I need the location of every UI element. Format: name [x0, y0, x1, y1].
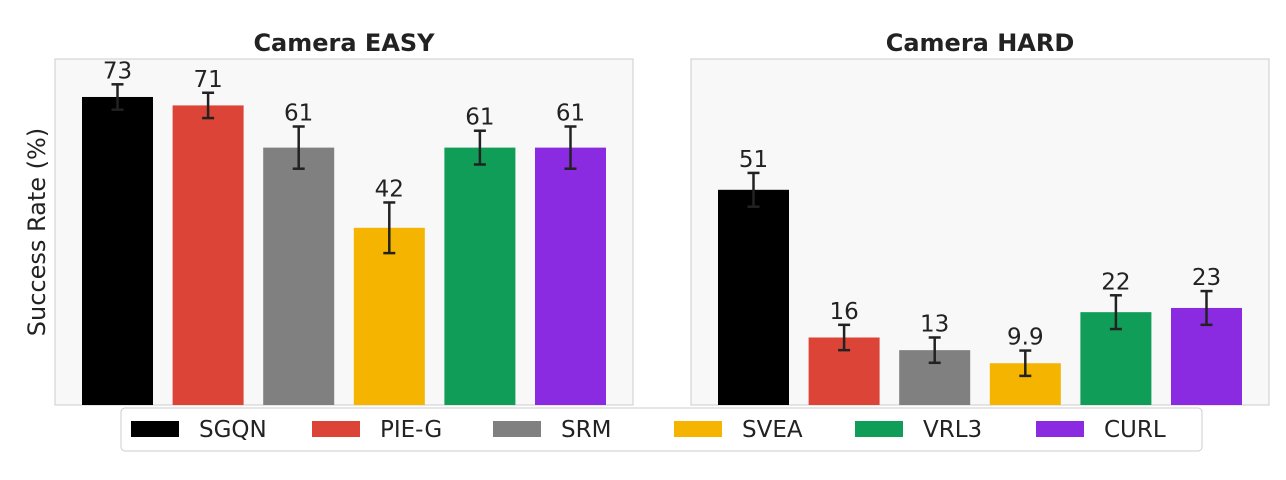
panel-title: Camera EASY [253, 29, 435, 57]
legend-entry-srm: SRM [493, 417, 611, 443]
legend-label: SVEA [742, 417, 803, 443]
error-bar-svea [383, 201, 396, 255]
value-label-svea: 42 [375, 176, 404, 202]
bar-sgqn [82, 96, 153, 405]
legend-swatch [674, 421, 722, 437]
bar-marks: 51 16 13 9.9 22 23 [718, 147, 1242, 405]
bar-vrl3 [444, 147, 516, 406]
legend-swatch [1036, 421, 1084, 437]
error-bar-curl [1200, 289, 1213, 327]
bar-pie-g [172, 105, 244, 405]
bar-sgqn [718, 189, 789, 405]
panel-title: Camera HARD [886, 29, 1075, 57]
legend-frame [120, 407, 1203, 452]
error-bar-srm [292, 125, 305, 170]
value-label-pie-g: 71 [193, 67, 222, 93]
legend-entry-svea: SVEA [674, 417, 803, 443]
legend-entry-curl: CURL [1036, 417, 1166, 443]
error-bar-pie-g [838, 323, 851, 352]
error-bar-srm [928, 336, 941, 365]
legend-swatch [131, 421, 179, 437]
y-axis-label: Success Rate (%) [23, 128, 51, 336]
value-label-svea: 9.9 [1007, 325, 1044, 351]
error-bar-svea [1019, 349, 1032, 378]
legend-swatch [855, 421, 903, 437]
value-label-sgqn: 51 [739, 147, 768, 173]
legend-label: VRL3 [923, 417, 982, 443]
legend-label: SRM [561, 417, 611, 443]
legend-entry-vrl3: VRL3 [855, 417, 982, 443]
error-bar-sgqn [747, 171, 760, 208]
value-label-srm: 61 [284, 101, 313, 127]
legend-label: PIE-G [380, 417, 442, 443]
bar-marks: 73 71 61 42 61 61 [82, 58, 606, 406]
legend-entry-pie-g: PIE-G [312, 417, 442, 443]
value-label-sgqn: 73 [103, 58, 132, 84]
bar-srm [263, 147, 335, 406]
bar-svea [353, 227, 425, 405]
error-bar-vrl3 [473, 129, 486, 166]
value-label-curl: 61 [556, 101, 585, 127]
legend-swatch [493, 421, 541, 437]
legend-label: CURL [1104, 417, 1166, 443]
value-label-srm: 13 [920, 311, 949, 337]
error-bar-pie-g [202, 91, 215, 120]
error-bar-sgqn [111, 83, 124, 111]
legend-swatch [312, 421, 360, 437]
legend: SGQN PIE-G SRM SVEA VRL3 CURL [120, 407, 1203, 452]
value-label-pie-g: 16 [829, 299, 858, 325]
panel-camera-hard: Camera HARD 51 16 13 9.9 22 23 [690, 29, 1270, 406]
legend-label: SGQN [199, 417, 267, 443]
value-label-vrl3: 61 [465, 105, 494, 131]
value-label-vrl3: 22 [1101, 269, 1130, 295]
value-label-curl: 23 [1192, 265, 1221, 291]
error-bar-vrl3 [1109, 294, 1122, 331]
error-bar-curl [564, 125, 577, 170]
legend-entry-sgqn: SGQN [131, 417, 267, 443]
panel-camera-easy: Camera EASY 73 71 61 42 61 61 [54, 29, 634, 406]
bar-curl [535, 147, 606, 406]
